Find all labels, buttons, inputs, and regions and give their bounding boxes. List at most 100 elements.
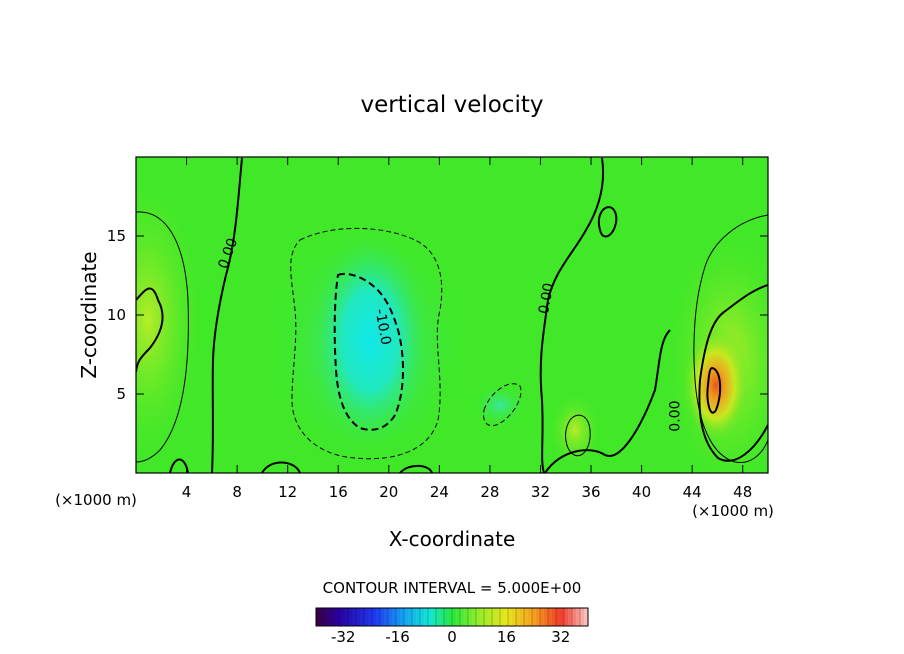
colorbar-cell: [428, 608, 433, 626]
colorbar-cell: [576, 608, 581, 626]
colorbar-cell: [344, 608, 349, 626]
colorbar-cell: [424, 608, 429, 626]
colorbar: -32 -16 0 16 32: [315, 607, 589, 646]
plus5-contour-left: [136, 211, 189, 463]
y-tick-label: 15: [107, 227, 126, 245]
colorbar-cell: [340, 608, 345, 626]
colorbar-cell: [492, 608, 497, 626]
x-tick-label: 32: [531, 483, 550, 501]
x-tick-label: 36: [581, 483, 600, 501]
colorbar-cell: [564, 608, 569, 626]
colorbar-cell: [420, 608, 425, 626]
updraft-patch-center: [547, 390, 603, 470]
colorbar-tick-label: 0: [447, 628, 457, 646]
y-axis: 5 10 15: [107, 227, 768, 403]
y-tick-label: 10: [107, 306, 126, 324]
colorbar-cell: [412, 608, 417, 626]
zero-contour-ring: [598, 206, 618, 238]
colorbar-cell: [540, 608, 545, 626]
x-axis-label: X-coordinate: [389, 527, 516, 551]
zero-contour-bottom: [169, 329, 671, 473]
colorbar-cell: [372, 608, 377, 626]
zero-contour-left-updraft: [136, 287, 164, 373]
colorbar-cell: [572, 608, 577, 626]
colorbar-cell: [524, 608, 529, 626]
minus10-contour: [333, 272, 404, 431]
colorbar-cell: [356, 608, 361, 626]
colorbar-cell: [388, 608, 393, 626]
colorbar-cell: [532, 608, 537, 626]
colorbar-cell: [328, 608, 333, 626]
updraft-right-core: [682, 325, 750, 445]
colorbar-cell: [380, 608, 385, 626]
colorbar-cell: [332, 608, 337, 626]
zero-contour-left-boundary: [211, 157, 243, 473]
colorbar-cell: [488, 608, 493, 626]
colorbar-cell: [476, 608, 481, 626]
x-tick-label: 12: [278, 483, 297, 501]
colorbar-cell: [360, 608, 365, 626]
zero-contour-right-boundary: [539, 157, 604, 473]
colorbar-cell: [560, 608, 565, 626]
colorbar-cell: [456, 608, 461, 626]
colorbar-tick-label: 32: [551, 628, 570, 646]
colorbar-cell: [528, 608, 533, 626]
x-tick-label: 4: [182, 483, 192, 501]
x-tick-label: 48: [733, 483, 752, 501]
colorbar-cell: [320, 608, 325, 626]
colorbar-cell: [556, 608, 561, 626]
colorbar-cell: [512, 608, 517, 626]
colorbar-cell: [416, 608, 421, 626]
colorbar-tick-label: -16: [385, 628, 410, 646]
downdraft-patch-right: [472, 383, 528, 427]
x-tick-label: 8: [232, 483, 242, 501]
updraft-core-contour: [706, 366, 722, 414]
x-axis: 4 8 12 16 20 24 28 32 36 40 44 48: [182, 157, 752, 501]
colorbar-cell: [500, 608, 505, 626]
x-tick-label: 24: [430, 483, 449, 501]
minus5-contour-small: [483, 383, 522, 427]
contour-label: -10.0: [372, 308, 394, 346]
colorbar-cell: [568, 608, 573, 626]
colorbar-cell: [368, 608, 373, 626]
colorbar-cell: [352, 608, 357, 626]
colorbar-cell: [536, 608, 541, 626]
x-tick-label: 20: [379, 483, 398, 501]
colorbar-cell: [316, 608, 321, 626]
colorbar-cell: [584, 608, 589, 626]
colorbar-cell: [404, 608, 409, 626]
x-tick-label: 40: [632, 483, 651, 501]
colorbar-tick-label: 16: [497, 628, 516, 646]
colorbar-cell: [504, 608, 509, 626]
minus5-contour: [290, 227, 443, 460]
updraft-left: [136, 170, 206, 470]
colorbar-cell: [496, 608, 501, 626]
plus5-contour-center: [565, 414, 591, 457]
colorbar-cell: [400, 608, 405, 626]
colorbar-cell: [448, 608, 453, 626]
colorbar-cell: [364, 608, 369, 626]
colorbar-cell: [336, 608, 341, 626]
colorbar-cell: [348, 608, 353, 626]
colorbar-cell: [468, 608, 473, 626]
x-unit-right: (×1000 m): [692, 502, 774, 520]
colorbar-cell: [324, 608, 329, 626]
colorbar-cell: [460, 608, 465, 626]
x-unit-left: (×1000 m): [55, 491, 137, 509]
y-axis-label: Z-coordinate: [77, 251, 101, 378]
colorbar-cell: [452, 608, 457, 626]
strong-downdraft-region: [308, 230, 432, 450]
colorbar-cell: [436, 608, 441, 626]
colorbar-cell: [440, 608, 445, 626]
colorbar-tick-label: -32: [331, 628, 356, 646]
colorbar-cell: [520, 608, 525, 626]
colorbar-cell: [408, 608, 413, 626]
colorbar-cell: [396, 608, 401, 626]
zero-contour-right-updraft: [698, 284, 768, 462]
plus5-contour-right: [693, 214, 768, 464]
colorbar-cell: [464, 608, 469, 626]
colorbar-cell: [544, 608, 549, 626]
contour-interval: CONTOUR INTERVAL = 5.000E+00: [323, 579, 582, 597]
colorbar-cell: [480, 608, 485, 626]
